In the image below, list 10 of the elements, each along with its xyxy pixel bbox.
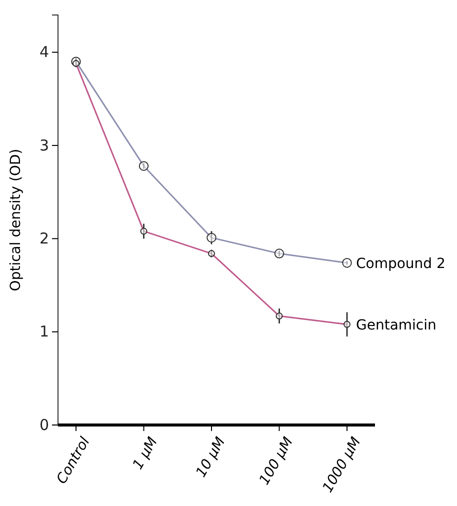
y-tick-label: 4: [39, 43, 49, 62]
y-tick-label: 1: [39, 322, 49, 341]
y-tick-label: 2: [39, 229, 49, 248]
y-axis-title: Optical density (OD): [8, 148, 24, 292]
series-label: Compound 2: [356, 256, 446, 272]
x-tick-label: 1 μM: [130, 434, 161, 472]
y-tick-label: 3: [39, 136, 49, 154]
series-label: Gentamicin: [356, 317, 436, 334]
x-tick-label: 10 μM: [193, 434, 229, 480]
y-tick-label: 0: [39, 416, 49, 434]
